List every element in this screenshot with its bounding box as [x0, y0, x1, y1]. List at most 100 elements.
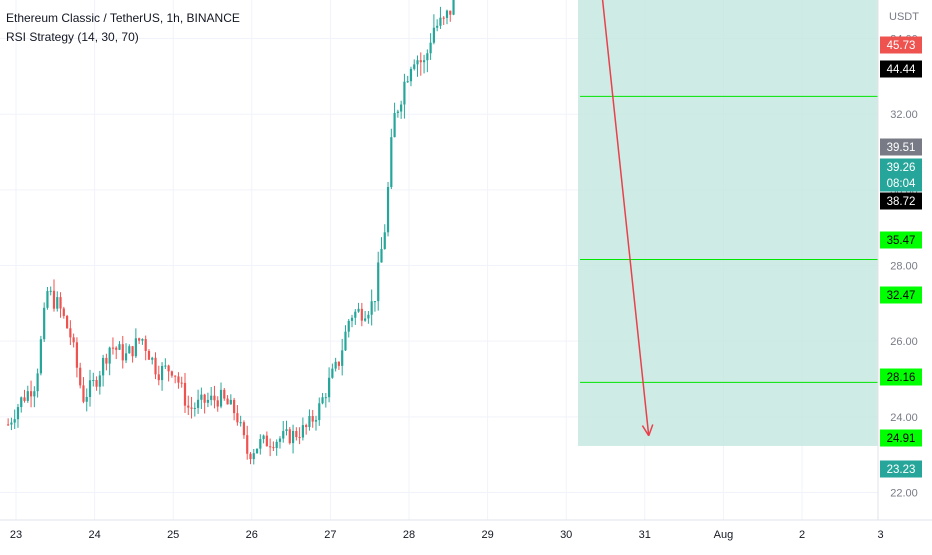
- reward-zone[interactable]: [578, 0, 878, 446]
- candle[interactable]: [82, 385, 85, 402]
- candle[interactable]: [452, 0, 455, 15]
- candle[interactable]: [147, 350, 151, 360]
- candle[interactable]: [236, 413, 239, 423]
- candle[interactable]: [334, 361, 337, 369]
- candle[interactable]: [16, 407, 20, 420]
- time-axis[interactable]: [0, 520, 932, 550]
- price-tag[interactable]: [880, 158, 922, 175]
- candle[interactable]: [75, 342, 79, 368]
- candle[interactable]: [203, 394, 206, 403]
- candle[interactable]: [442, 17, 445, 19]
- candle[interactable]: [190, 407, 193, 409]
- candle[interactable]: [160, 365, 164, 381]
- candle[interactable]: [151, 357, 154, 360]
- candle[interactable]: [331, 368, 334, 378]
- candle[interactable]: [196, 399, 200, 408]
- candle[interactable]: [52, 290, 56, 309]
- candle[interactable]: [354, 311, 357, 318]
- price-tag[interactable]: [880, 36, 922, 54]
- candle[interactable]: [170, 371, 173, 376]
- candle[interactable]: [386, 187, 390, 233]
- candle[interactable]: [85, 396, 88, 402]
- candle[interactable]: [380, 248, 383, 263]
- candle[interactable]: [115, 347, 118, 350]
- candle[interactable]: [406, 81, 409, 83]
- candle[interactable]: [174, 375, 177, 377]
- candle[interactable]: [246, 435, 249, 454]
- candle[interactable]: [288, 429, 291, 444]
- candle[interactable]: [187, 405, 190, 408]
- price-tag[interactable]: [880, 192, 922, 210]
- candle[interactable]: [265, 435, 268, 447]
- candle[interactable]: [422, 60, 426, 63]
- candle[interactable]: [229, 399, 232, 405]
- candle[interactable]: [269, 446, 272, 448]
- candle[interactable]: [370, 301, 373, 315]
- candle[interactable]: [305, 425, 308, 428]
- candle[interactable]: [367, 314, 370, 319]
- candle[interactable]: [164, 365, 167, 367]
- candle[interactable]: [272, 447, 275, 449]
- candle[interactable]: [206, 399, 210, 403]
- candle[interactable]: [364, 318, 367, 321]
- candle[interactable]: [69, 328, 72, 338]
- candle[interactable]: [210, 395, 213, 400]
- candle[interactable]: [144, 339, 147, 351]
- candle[interactable]: [393, 112, 396, 138]
- price-tag[interactable]: [880, 286, 922, 304]
- candle[interactable]: [344, 331, 347, 351]
- candle[interactable]: [373, 301, 377, 303]
- price-tag[interactable]: [880, 174, 922, 192]
- candle[interactable]: [426, 53, 429, 61]
- candle[interactable]: [314, 420, 318, 422]
- forecast-arrow[interactable]: [586, 0, 650, 436]
- candle[interactable]: [219, 389, 223, 407]
- candle[interactable]: [141, 339, 144, 341]
- candle[interactable]: [134, 338, 137, 357]
- candle[interactable]: [180, 382, 183, 384]
- candle[interactable]: [282, 431, 285, 439]
- candle[interactable]: [62, 308, 65, 316]
- candle[interactable]: [177, 376, 180, 383]
- candle[interactable]: [213, 395, 216, 401]
- candle[interactable]: [301, 425, 304, 438]
- candle[interactable]: [23, 397, 26, 401]
- candle[interactable]: [377, 262, 380, 302]
- candle[interactable]: [49, 290, 52, 292]
- candle[interactable]: [432, 27, 435, 43]
- candle[interactable]: [439, 17, 442, 26]
- price-tag[interactable]: [880, 368, 922, 386]
- candle[interactable]: [56, 297, 59, 309]
- candle[interactable]: [216, 400, 219, 407]
- candle[interactable]: [111, 347, 115, 349]
- candle[interactable]: [259, 439, 262, 449]
- candle[interactable]: [102, 357, 105, 376]
- symbol-title[interactable]: Ethereum Classic / TetherUS, 1h, BINANCE: [6, 11, 240, 25]
- candle[interactable]: [200, 394, 203, 400]
- candle[interactable]: [298, 437, 301, 439]
- candle[interactable]: [403, 81, 406, 105]
- candle[interactable]: [311, 416, 314, 422]
- candle[interactable]: [278, 438, 282, 442]
- candle[interactable]: [262, 435, 265, 440]
- candle[interactable]: [275, 441, 278, 449]
- candle[interactable]: [416, 60, 419, 65]
- candle[interactable]: [242, 422, 246, 436]
- candle[interactable]: [157, 374, 160, 381]
- candle[interactable]: [33, 391, 36, 397]
- candle[interactable]: [193, 407, 196, 409]
- candle[interactable]: [295, 430, 298, 438]
- candle[interactable]: [436, 25, 439, 28]
- candle[interactable]: [318, 403, 321, 421]
- candle[interactable]: [92, 380, 95, 382]
- candle[interactable]: [183, 382, 187, 406]
- candle[interactable]: [138, 338, 141, 341]
- candle[interactable]: [95, 380, 98, 387]
- candle[interactable]: [396, 111, 399, 113]
- price-tag[interactable]: [880, 231, 922, 249]
- candle[interactable]: [105, 357, 108, 364]
- candle[interactable]: [10, 422, 13, 425]
- candle[interactable]: [409, 68, 413, 82]
- candle[interactable]: [43, 307, 46, 340]
- candle[interactable]: [337, 361, 341, 366]
